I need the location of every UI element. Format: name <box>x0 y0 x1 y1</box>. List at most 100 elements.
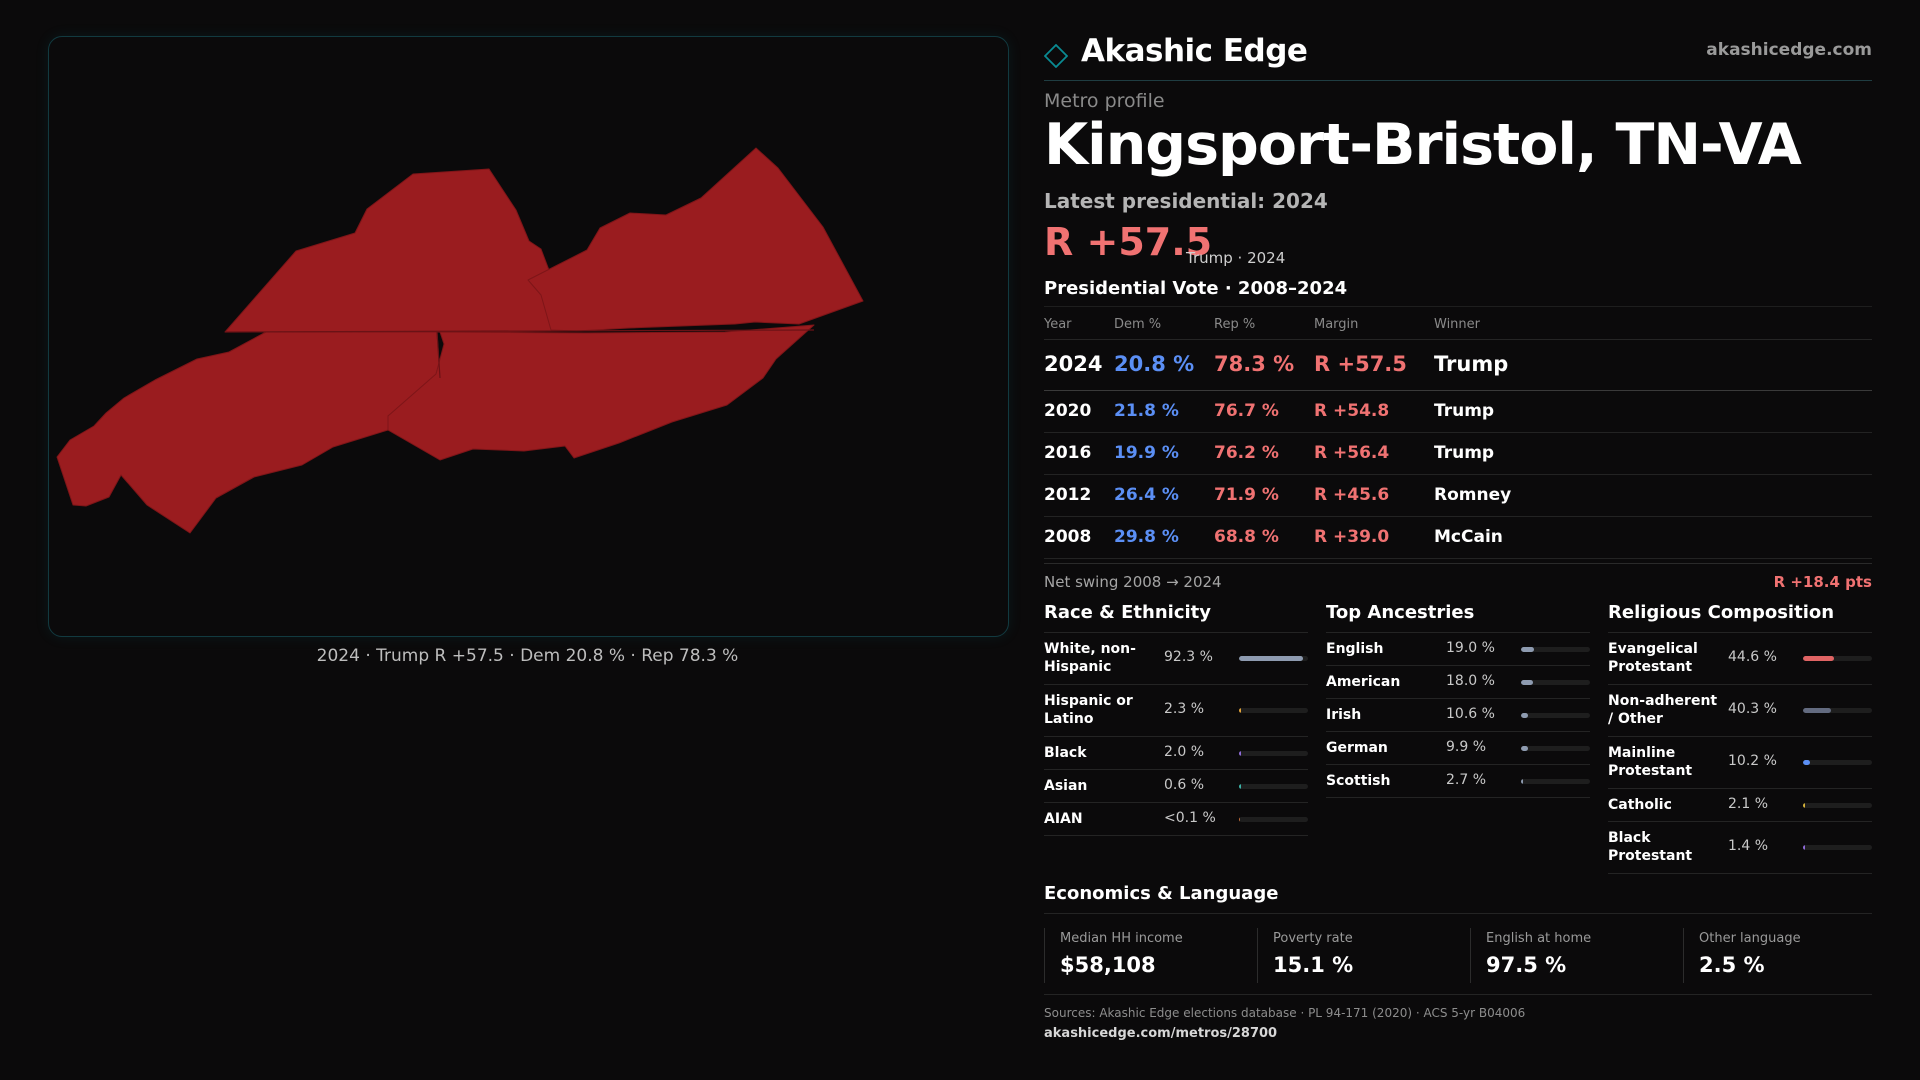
stat-bar <box>1803 708 1872 713</box>
list-item: English 19.0 % <box>1326 633 1590 666</box>
econ-other-language: Other language 2.5 % <box>1683 928 1874 983</box>
stat-bar <box>1521 779 1590 784</box>
metro-map[interactable] <box>48 36 1009 637</box>
stat-bar-fill <box>1239 784 1241 789</box>
latest-presidential-label: Latest presidential: 2024 <box>1044 189 1328 213</box>
cell-rep: 71.9 % <box>1214 485 1279 505</box>
brand-name[interactable]: Akashic Edge <box>1081 33 1308 69</box>
race-ethnicity-section: Race & Ethnicity White, non-Hispanic 92.3… <box>1044 602 1308 836</box>
stat-value: 1.4 % <box>1728 838 1769 854</box>
stat-bar-fill <box>1521 779 1523 784</box>
econ-label: Median HH income <box>1060 931 1183 946</box>
list-item: Irish 10.6 % <box>1326 699 1590 732</box>
stat-bar-fill <box>1803 760 1811 765</box>
cell-winner: Trump <box>1434 401 1495 421</box>
stat-bar <box>1521 746 1590 751</box>
ancestries-title: Top Ancestries <box>1326 602 1590 633</box>
cell-year: 2012 <box>1044 485 1092 505</box>
county-shape <box>56 331 441 534</box>
stat-value: 2.0 % <box>1164 744 1205 760</box>
ancestries-section: Top Ancestries English 19.0 % American 18.0… <box>1326 602 1590 798</box>
race-ethnicity-title: Race & Ethnicity <box>1044 602 1308 633</box>
stat-label: English <box>1326 641 1384 657</box>
stat-label: Scottish <box>1326 773 1391 789</box>
econ-poverty-rate: Poverty rate 15.1 % <box>1257 928 1448 983</box>
diamond-logo-icon <box>1044 44 1068 68</box>
table-row: 2012 26.4 % 71.9 % R +45.6 Romney <box>1044 475 1872 517</box>
net-swing: Net swing 2008 → 2024 R +18.4 pts <box>1044 563 1872 594</box>
header-year: Year <box>1044 317 1072 332</box>
brand-url-link[interactable]: akashicedge.com <box>1706 40 1872 60</box>
stat-label: Black <box>1044 745 1087 761</box>
stat-label: Non-adherent / Other <box>1608 693 1718 727</box>
cell-dem: 26.4 % <box>1114 485 1179 505</box>
latest-margin-sub: Trump · 2024 <box>1186 249 1286 267</box>
stat-bar-fill <box>1239 817 1240 822</box>
stat-label: Asian <box>1044 778 1088 794</box>
stat-label: American <box>1326 674 1401 690</box>
stat-value: 2.7 % <box>1446 772 1487 788</box>
county-shapes <box>56 147 864 534</box>
stat-label: AIAN <box>1044 811 1083 827</box>
header-dem: Dem % <box>1114 317 1162 332</box>
cell-margin: R +45.6 <box>1314 485 1390 505</box>
map-caption: 2024 · Trump R +57.5 · Dem 20.8 % · Rep … <box>316 646 739 666</box>
table-row: 2020 21.8 % 76.7 % R +54.8 Trump <box>1044 391 1872 433</box>
cell-year: 2008 <box>1044 527 1092 547</box>
list-item: Hispanic or Latino 2.3 % <box>1044 685 1308 737</box>
stat-bar <box>1803 656 1872 661</box>
cell-winner: Romney <box>1434 485 1512 505</box>
list-item: Evangelical Protestant 44.6 % <box>1608 633 1872 685</box>
list-item: AIAN <0.1 % <box>1044 803 1308 836</box>
vote-table: Year Dem % Rep % Margin Winner 2024 20.8… <box>1044 306 1872 559</box>
stat-bar <box>1239 784 1308 789</box>
stat-bar-fill <box>1521 647 1535 652</box>
profile-panel: Akashic Edge akashicedge.com Metro profi… <box>1044 0 1872 1080</box>
stat-bar <box>1239 708 1308 713</box>
cell-dem: 29.8 % <box>1114 527 1179 547</box>
cell-margin: R +39.0 <box>1314 527 1390 547</box>
brand-header: Akashic Edge akashicedge.com <box>1044 30 1872 81</box>
stat-label: White, non-Hispanic <box>1044 641 1136 675</box>
stat-bar <box>1521 647 1590 652</box>
header-rep: Rep % <box>1214 317 1256 332</box>
profile-eyebrow: Metro profile <box>1044 90 1165 112</box>
econ-divider <box>1044 994 1872 995</box>
cell-year: 2020 <box>1044 401 1092 421</box>
net-swing-value: R +18.4 pts <box>1773 573 1872 591</box>
stat-label: Irish <box>1326 707 1362 723</box>
economics-title: Economics & Language <box>1044 883 1872 914</box>
stat-bar-fill <box>1803 708 1831 713</box>
cell-year: 2024 <box>1044 352 1103 376</box>
source-url-link[interactable]: akashicedge.com/metros/28700 <box>1044 1026 1278 1041</box>
econ-value: 15.1 % <box>1273 953 1354 977</box>
list-item: Catholic 2.1 % <box>1608 789 1872 822</box>
list-item: Asian 0.6 % <box>1044 770 1308 803</box>
stat-bar-fill <box>1521 680 1534 685</box>
stat-value: 9.9 % <box>1446 739 1487 755</box>
stat-bar-fill <box>1803 803 1805 808</box>
net-swing-label: Net swing 2008 → 2024 <box>1044 573 1222 591</box>
stat-bar-fill <box>1521 713 1529 718</box>
list-item: White, non-Hispanic 92.3 % <box>1044 633 1308 685</box>
table-row: 2008 29.8 % 68.8 % R +39.0 McCain <box>1044 517 1872 559</box>
stat-value: 18.0 % <box>1446 673 1495 689</box>
county-shape <box>224 168 573 333</box>
econ-value: 97.5 % <box>1486 953 1567 977</box>
list-item: Black 2.0 % <box>1044 737 1308 770</box>
cell-margin: R +57.5 <box>1314 352 1407 376</box>
page-title: Kingsport-Bristol, TN-VA <box>1044 112 1802 178</box>
econ-label: Other language <box>1699 931 1801 946</box>
stat-value: 44.6 % <box>1728 649 1777 665</box>
stat-value: <0.1 % <box>1164 810 1216 826</box>
econ-english-at-home: English at home 97.5 % <box>1470 928 1661 983</box>
stat-bar <box>1803 803 1872 808</box>
county-shape <box>387 324 815 461</box>
stat-value: 40.3 % <box>1728 701 1777 717</box>
header-winner: Winner <box>1434 317 1481 332</box>
stat-bar-fill <box>1239 751 1241 756</box>
list-item: Non-adherent / Other 40.3 % <box>1608 685 1872 737</box>
cell-year: 2016 <box>1044 443 1092 463</box>
sources-note: Sources: Akashic Edge elections database… <box>1044 1006 1526 1020</box>
econ-label: English at home <box>1486 931 1592 946</box>
